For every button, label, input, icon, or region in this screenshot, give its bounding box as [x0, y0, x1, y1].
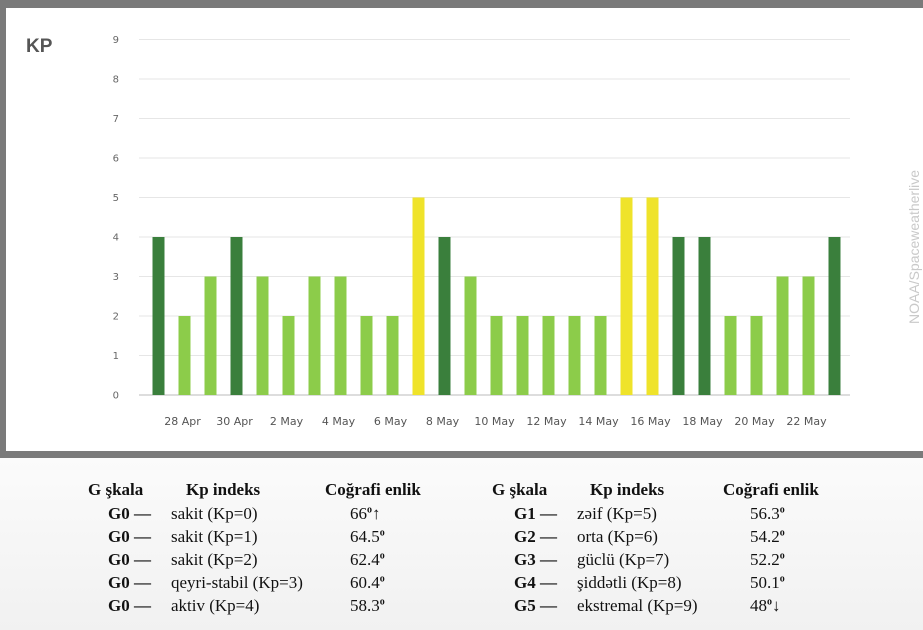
header-kp-index: Kp indeks	[590, 480, 665, 499]
x-tick-label: 8 May	[426, 415, 460, 428]
kp-bar	[542, 316, 555, 395]
kp-bar	[646, 197, 659, 395]
kp-bar	[698, 237, 711, 395]
kp-bar	[438, 237, 451, 395]
x-tick-label: 2 May	[270, 415, 304, 428]
kp-bar	[828, 237, 841, 395]
kp-description: qeyri-stabil (Kp=3)	[171, 573, 303, 592]
x-tick-label: 28 Apr	[164, 415, 201, 428]
x-tick-label: 22 May	[786, 415, 827, 428]
latitude-value: 48o↓	[750, 596, 781, 615]
y-tick-label: 1	[113, 351, 119, 362]
kp-bar	[178, 316, 191, 395]
x-tick-label: 10 May	[474, 415, 515, 428]
g-scale-legend: G şkala Kp indeks Coğrafi enlik G şkala Kp i…	[0, 458, 923, 630]
y-tick-label: 4	[113, 233, 119, 244]
x-tick-label: 6 May	[374, 415, 408, 428]
kp-description: şiddətli (Kp=8)	[577, 573, 682, 592]
y-tick-label: 5	[113, 193, 119, 204]
kp-bar	[204, 276, 217, 395]
kp-bar	[750, 316, 763, 395]
latitude-value: 58.3o	[350, 596, 385, 615]
y-tick-label: 3	[113, 272, 119, 283]
kp-bar	[386, 316, 399, 395]
kp-description: sakit (Kp=1)	[171, 527, 258, 546]
kp-bar	[360, 316, 373, 395]
kp-description: ekstremal (Kp=9)	[577, 596, 698, 615]
kp-bar	[594, 316, 607, 395]
kp-description: sakit (Kp=2)	[171, 550, 258, 569]
y-tick-label: 0	[113, 391, 119, 402]
kp-bar	[230, 237, 243, 395]
x-tick-label: 14 May	[578, 415, 619, 428]
g-level: G0 —	[108, 504, 151, 523]
kp-bar	[802, 276, 815, 395]
header-latitude: Coğrafi enlik	[723, 480, 819, 499]
g-level: G5 —	[514, 596, 557, 615]
latitude-value: 62.4o	[350, 550, 385, 569]
kp-bar-chart: 0 1 2 3 4 5 6 7 8 9 28 Apr 30 Apr 2 May 4 May 6 May 8 M…	[113, 35, 850, 428]
y-tick-label: 7	[113, 114, 119, 125]
kp-bar	[724, 316, 737, 395]
kp-bar	[256, 276, 269, 395]
latitude-value: 52.2o	[750, 550, 785, 569]
x-tick-label: 30 Apr	[216, 415, 253, 428]
kp-bar	[308, 276, 321, 395]
kp-bar	[776, 276, 789, 395]
g-level: G0 —	[108, 550, 151, 569]
header-g-scale: G şkala	[492, 480, 548, 499]
x-tick-label: 4 May	[322, 415, 356, 428]
g-level: G1 —	[514, 504, 557, 523]
chart-title: KP	[26, 36, 53, 57]
g-level: G2 —	[514, 527, 557, 546]
header-latitude: Coğrafi enlik	[325, 480, 421, 499]
kp-bar	[620, 197, 633, 395]
kp-bar	[464, 276, 477, 395]
kp-bar	[152, 237, 165, 395]
y-tick-label: 2	[113, 312, 119, 323]
g-level: G0 —	[108, 527, 151, 546]
g-level: G4 —	[514, 573, 557, 592]
x-tick-label: 18 May	[682, 415, 723, 428]
kp-description: zəif (Kp=5)	[577, 504, 657, 523]
latitude-value: 64.5o	[350, 527, 385, 546]
kp-description: aktiv (Kp=4)	[171, 596, 260, 615]
y-tick-label: 6	[113, 154, 119, 165]
kp-bar	[672, 237, 685, 395]
latitude-value: 66o↑	[350, 504, 381, 523]
kp-description: orta (Kp=6)	[577, 527, 658, 546]
latitude-value: 54.2o	[750, 527, 785, 546]
latitude-value: 60.4o	[350, 573, 385, 592]
kp-bar	[490, 316, 503, 395]
g-level: G3 —	[514, 550, 557, 569]
y-tick-label: 9	[113, 35, 119, 46]
header-kp-index: Kp indeks	[186, 480, 261, 499]
x-tick-label: 12 May	[526, 415, 567, 428]
latitude-value: 56.3o	[750, 504, 785, 523]
kp-description: güclü (Kp=7)	[577, 550, 670, 569]
x-tick-label: 16 May	[630, 415, 671, 428]
kp-bar	[282, 316, 295, 395]
g-level: G0 —	[108, 573, 151, 592]
x-tick-label: 20 May	[734, 415, 775, 428]
kp-bar	[516, 316, 529, 395]
kp-bar	[334, 276, 347, 395]
kp-description: sakit (Kp=0)	[171, 504, 258, 523]
latitude-value: 50.1o	[750, 573, 785, 592]
header-g-scale: G şkala	[88, 480, 144, 499]
kp-bar	[412, 197, 425, 395]
g-level: G0 —	[108, 596, 151, 615]
kp-bar	[568, 316, 581, 395]
y-tick-label: 8	[113, 75, 119, 86]
